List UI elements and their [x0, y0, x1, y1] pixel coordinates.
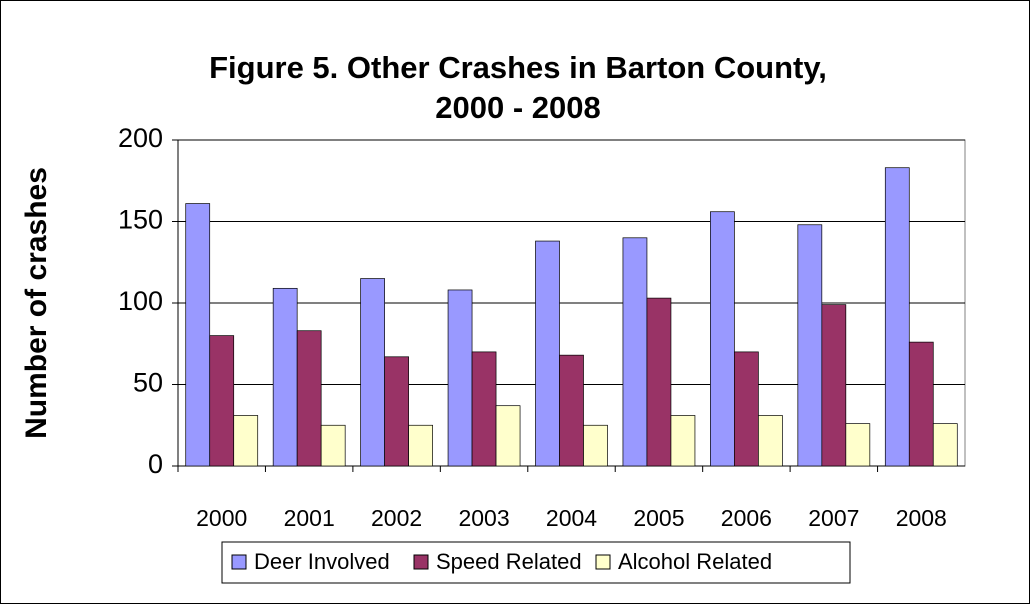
legend-box — [221, 541, 851, 584]
bar — [272, 287, 298, 467]
bar — [908, 341, 934, 467]
bar — [821, 304, 847, 467]
x-tick-label: 2004 — [546, 505, 597, 531]
bar — [710, 211, 735, 467]
y-tick-label: 50 — [133, 368, 163, 398]
bar — [734, 351, 759, 467]
x-tick-label: 2005 — [633, 505, 684, 531]
bar — [845, 423, 871, 467]
bar — [360, 278, 385, 467]
bar — [670, 415, 696, 467]
y-axis-label: Number of crashes — [20, 167, 53, 439]
bar — [233, 415, 259, 467]
bar — [185, 203, 211, 467]
bar — [583, 424, 608, 467]
bar — [320, 424, 346, 467]
legend-swatch — [413, 554, 429, 570]
chart-title: 2000 - 2008 — [435, 90, 600, 125]
bar — [646, 297, 672, 467]
bar — [797, 224, 823, 467]
bar — [408, 424, 433, 467]
bar — [559, 354, 584, 467]
y-tick-label: 100 — [118, 286, 163, 316]
bar — [884, 167, 910, 467]
bar — [296, 330, 322, 467]
x-tick-label: 2001 — [284, 505, 335, 531]
legend-swatch — [231, 554, 247, 570]
bar — [622, 237, 648, 467]
legend-label: Deer Involved — [254, 549, 390, 574]
chart-title: Figure 5. Other Crashes in Barton County… — [209, 50, 827, 85]
y-tick-label: 150 — [118, 205, 163, 235]
y-tick-label: 0 — [148, 449, 163, 479]
x-tick-label: 2002 — [371, 505, 422, 531]
bar — [932, 423, 958, 467]
y-tick-label: 200 — [118, 123, 163, 153]
x-tick-label: 2007 — [808, 505, 859, 531]
x-tick-label: 2003 — [458, 505, 509, 531]
bar — [209, 335, 235, 467]
bar — [471, 351, 497, 467]
bar — [384, 356, 409, 467]
x-tick-label: 2000 — [196, 505, 247, 531]
bar — [447, 289, 473, 467]
x-tick-label: 2008 — [896, 505, 947, 531]
x-tick-label: 2006 — [721, 505, 772, 531]
bar — [535, 240, 560, 467]
bar — [495, 405, 521, 467]
bar — [758, 415, 783, 467]
legend-swatch — [595, 554, 611, 570]
legend-label: Speed Related — [436, 549, 582, 574]
legend-label: Alcohol Related — [618, 549, 772, 574]
